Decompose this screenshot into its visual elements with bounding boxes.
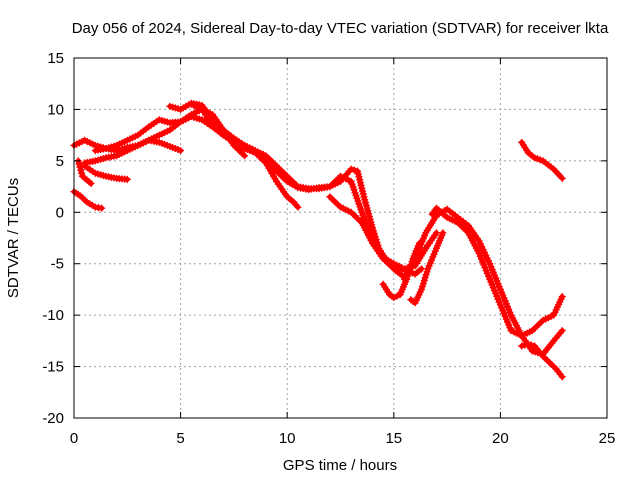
y-tick-label: -5: [51, 256, 64, 273]
data-point: [77, 166, 85, 174]
data-point: [558, 373, 566, 381]
chart-title: Day 056 of 2024, Sidereal Day-to-day VTE…: [72, 20, 609, 37]
data-point: [78, 169, 86, 177]
data-point: [294, 203, 302, 211]
data-layer: [70, 99, 566, 381]
data-point: [558, 293, 566, 301]
grid-layer: [74, 58, 607, 418]
x-tick-label: 15: [385, 430, 402, 447]
data-point: [521, 341, 529, 349]
data-point: [241, 152, 249, 160]
series-track-b: [74, 157, 95, 187]
data-point: [123, 175, 131, 183]
data-point: [432, 229, 440, 237]
y-axis-label: SDTVAR / TECUs: [5, 178, 22, 298]
y-tick-label: 5: [56, 153, 64, 170]
data-point: [527, 341, 535, 349]
data-point: [390, 294, 398, 302]
x-tick-label: 5: [176, 430, 184, 447]
series-track-n: [400, 205, 566, 340]
y-tick-label: 10: [47, 101, 64, 118]
series-track-i: [251, 149, 302, 211]
tick-layer: 0 5 10 15 20 25 -20 -15 -10 -5 0 5 10 15: [42, 50, 615, 447]
series-track-p: [518, 340, 566, 381]
data-point: [75, 160, 83, 168]
series-track-m: [407, 229, 447, 307]
data-point: [393, 292, 401, 300]
series-track-d: [81, 162, 131, 183]
y-tick-label: 0: [56, 204, 64, 221]
y-tick-label: -15: [42, 359, 64, 376]
data-point: [558, 174, 566, 182]
data-point: [518, 342, 526, 350]
data-point: [558, 327, 566, 335]
series-track-a: [70, 188, 106, 212]
series-track-q: [518, 138, 566, 182]
data-point: [439, 229, 447, 237]
data-point: [98, 204, 106, 212]
data-point: [350, 166, 358, 174]
series-track-o: [428, 204, 566, 358]
plot-frame: [73, 57, 608, 419]
x-tick-label: 10: [279, 430, 296, 447]
x-tick-label: 0: [70, 430, 78, 447]
y-tick-label: -10: [42, 307, 64, 324]
data-point: [87, 179, 95, 187]
series-track-k: [326, 193, 411, 283]
data-point: [347, 165, 355, 173]
x-tick-label: 25: [599, 430, 616, 447]
data-point: [524, 340, 532, 348]
data-point: [76, 163, 84, 171]
x-tick-label: 20: [492, 430, 509, 447]
data-point: [418, 265, 426, 273]
x-axis-label: GPS time / hours: [283, 457, 397, 474]
data-point: [177, 147, 185, 155]
y-tick-label: 15: [47, 50, 64, 67]
y-tick-label: -20: [42, 410, 64, 427]
